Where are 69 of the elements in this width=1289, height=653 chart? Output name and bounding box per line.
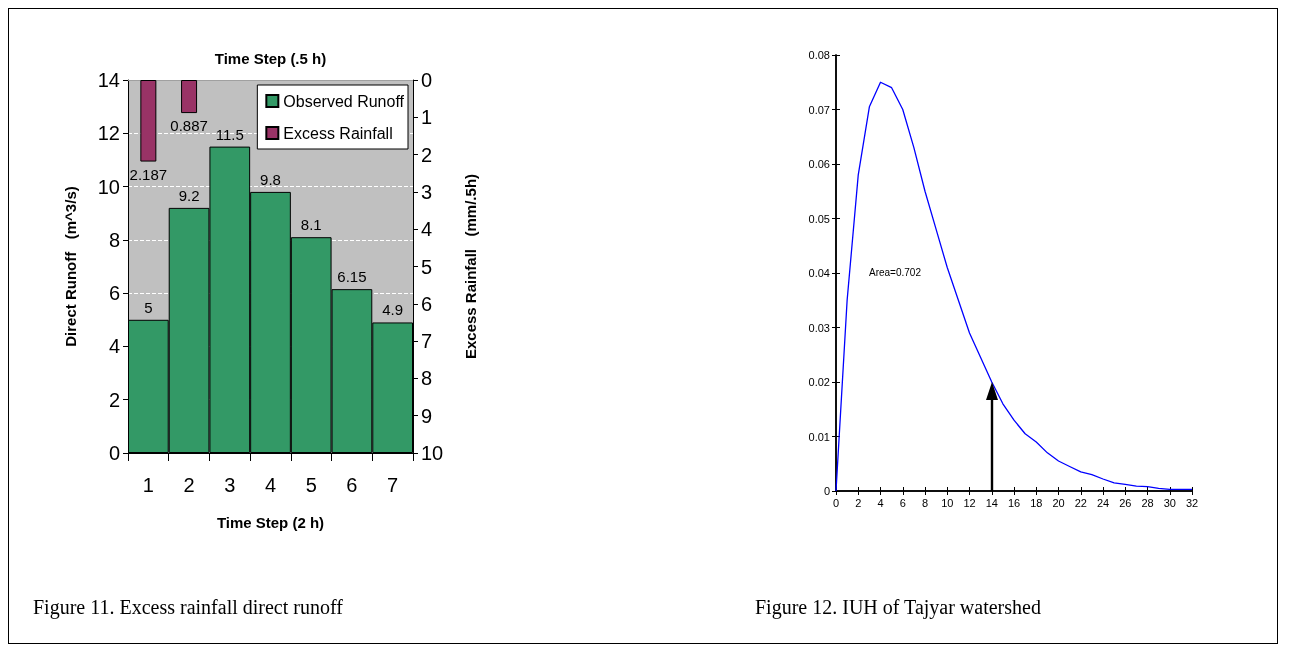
y2-tick-label: 3 [421,180,433,203]
y-tick-label: 0.01 [808,430,830,443]
x-tick-label: 30 [1163,496,1176,509]
x2-axis-title: Time Step (.5 h) [214,50,327,67]
y2-tick-label: 1 [421,106,433,129]
y2-tick-label: 9 [421,404,433,427]
y-tick-label: 0.06 [808,158,830,170]
legend-label: Observed Runoff [283,92,405,110]
x-tick-label: 4 [877,496,884,509]
y2-tick-label: 2 [421,143,433,166]
x-tick-label: 2 [855,496,862,509]
y-tick-label: 0.08 [808,49,830,61]
y-tick-label: 0.03 [808,321,830,334]
y2-tick-label: 7 [421,330,433,353]
y-tick-label: 2 [108,388,120,411]
y-tick-label: 4 [108,335,120,358]
y2-tick-label: 4 [421,218,433,241]
x-tick-label: 7 [387,474,399,496]
y2-axis-title: Excess Rainfall (mm/.5h) [462,173,479,360]
y-tick-label: 0.04 [808,267,830,279]
x-tick-label: 6 [899,496,906,509]
y-tick-label: 0.05 [808,212,830,225]
y2-tick-label: 0 [421,69,433,91]
x-tick-label: 32 [1185,496,1199,509]
x-tick-label: 2 [183,474,195,496]
x-tick-label: 14 [985,496,998,509]
data-label: 0.887 [170,117,208,135]
y-tick-label: 12 [97,122,120,145]
y-tick-label: 8 [108,228,120,251]
y2-tick-label: 6 [421,292,433,315]
x-tick-label: 3 [224,474,236,496]
x-axis-title: Time Step (2 h) [216,514,325,531]
data-label: 4.9 [382,301,404,319]
x-tick-label: 22 [1074,496,1087,509]
caption: Figure 11. Excess rainfall direct runoff [33,596,344,619]
y-tick-label: 0.02 [808,376,830,388]
annotation: Area=0.702 [869,266,922,278]
y-tick-label: 0 [108,442,120,464]
x-tick-label: 4 [264,474,277,496]
x-tick-label: 8 [921,496,929,509]
y-tick-label: 6 [108,282,120,305]
x-tick-label: 0 [832,496,840,509]
x-tick-label: 16 [1007,496,1021,509]
y2-tick-label: 10 [421,442,444,464]
data-label: 2.187 [129,165,168,183]
x-tick-label: 1 [142,474,154,496]
y-tick-label: 10 [97,175,120,198]
x-tick-label: 28 [1141,496,1154,509]
x-tick-label: 6 [346,474,358,496]
data-label: 8.1 [300,216,322,234]
data-label: 5 [144,298,153,316]
y2-tick-label: 5 [421,255,433,278]
y-tick-label: 14 [97,69,120,91]
legend-label: Excess Rainfall [283,124,393,142]
x-tick-label: 20 [1052,496,1065,509]
y-tick-label: 0.07 [808,103,830,116]
x-tick-label: 18 [1030,496,1043,509]
x-tick-label: 5 [305,474,317,496]
caption: Figure 12. IUH of Tajyar watershed [755,596,1041,619]
data-label: 9.2 [178,186,200,204]
x-tick-label: 12 [963,496,976,509]
x-tick-label: 24 [1096,496,1110,509]
data-label: 9.8 [260,170,281,188]
data-label: 6.15 [337,268,367,286]
data-label: 11.5 [215,125,244,143]
x-tick-label: 26 [1119,496,1132,509]
x-tick-label: 10 [941,496,954,509]
y-axis-title: Direct Runoff (m^3/s) [62,186,79,347]
y2-tick-label: 8 [421,367,433,390]
